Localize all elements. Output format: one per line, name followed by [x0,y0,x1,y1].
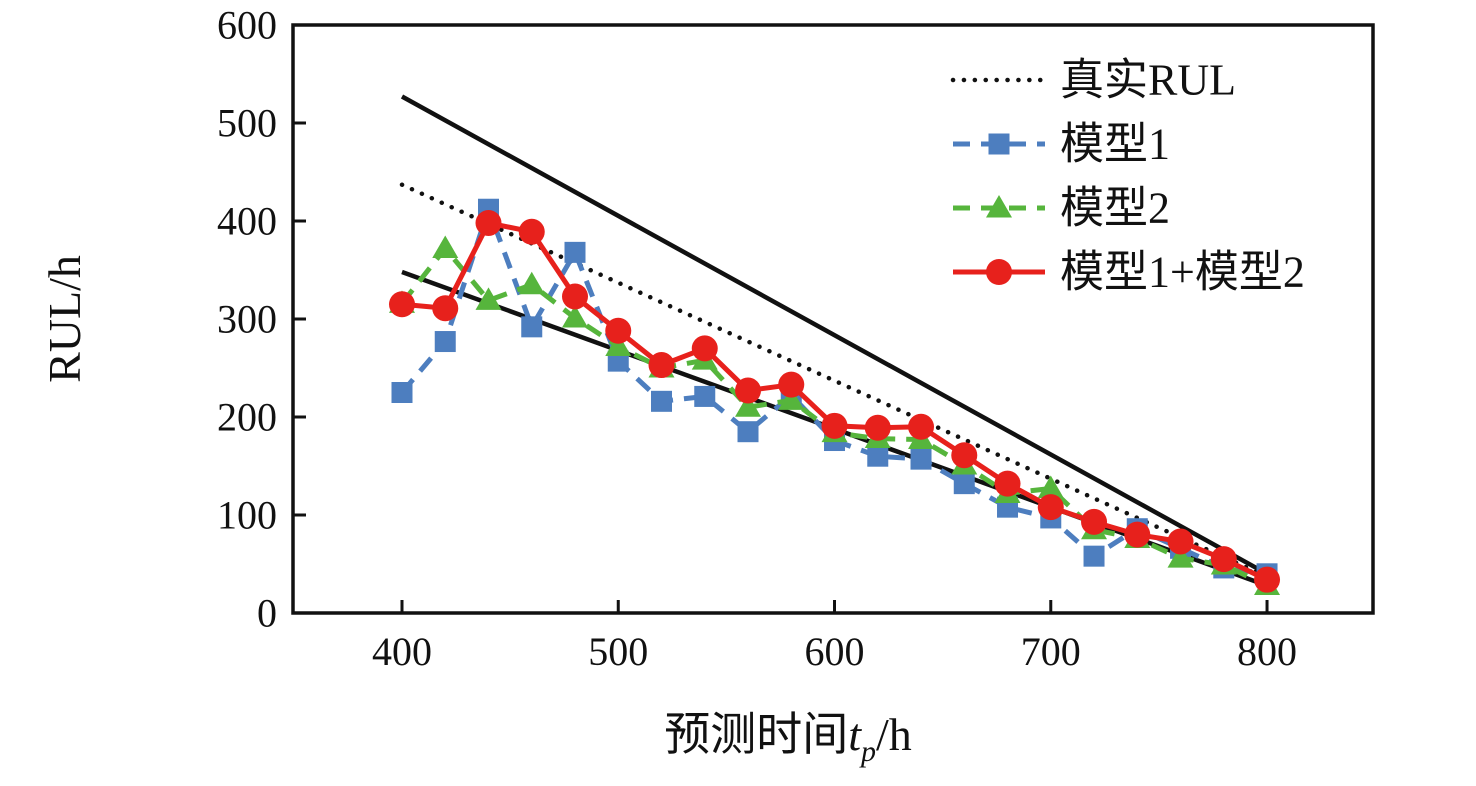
model1-plus-model2-series-marker [908,413,935,440]
model1-series-marker [910,448,932,470]
model1-series-marker [434,331,456,353]
legend-item-true-rul-line: 真实RUL [950,56,1236,105]
model1-series-marker [953,473,975,495]
x-tick-label: 400 [372,629,432,674]
model2-series-marker [735,394,762,417]
x-axis-title: 预测时间tp/h [664,709,912,768]
model1-plus-model2-series-marker [691,335,718,362]
model1-plus-model2-series-marker [562,283,589,310]
model1-series-line [400,201,1268,577]
x-tick-label: 800 [1237,629,1297,674]
legend-label: 模型1 [1060,120,1170,169]
model1-plus-model2-series-marker [475,209,502,236]
y-tick-label: 100 [217,493,277,538]
model1-plus-model2-series-marker [735,377,762,404]
model1-plus-model2-series-marker [1210,546,1237,573]
legend-label: 真实RUL [1060,56,1236,105]
model2-series-marker [562,305,589,328]
model1-plus-model2-series-marker [864,414,891,441]
y-tick-label: 200 [217,395,277,440]
model1-plus-model2-series-marker [1167,528,1194,555]
model1-series-marker [521,316,543,338]
model1-plus-model2-series-marker [994,470,1021,497]
x-tick-label: 700 [1021,629,1081,674]
x-tick-label: 600 [805,629,865,674]
model1-plus-model2-series-marker [388,291,415,318]
model1-plus-model2-series-marker [605,317,632,344]
y-axis-title: RUL/h [39,255,90,383]
model1-series-marker [1083,545,1105,567]
model1-series-marker [737,421,759,443]
model1-plus-model2-series-group [388,209,1281,593]
y-tick-label: 600 [217,3,277,48]
legend-sample-marker [986,259,1012,285]
model2-series-marker [1037,475,1064,499]
x-tick-label: 500 [588,629,648,674]
model2-series-marker [605,333,632,356]
model1-plus-model2-series-marker [1037,494,1064,521]
model1-series-marker [867,445,889,467]
legend-sample-marker [986,195,1012,218]
model1-plus-model2-series-marker [951,442,978,469]
model1-plus-model2-series-marker [778,371,805,398]
model2-series-marker [518,271,545,295]
y-tick-label: 300 [217,297,277,342]
legend-item-model1-plus-model2-series: 模型1+模型2 [953,248,1305,297]
model1-series-marker [564,241,586,263]
legend: 真实RUL 模型1 模型2 模型1+模型2 [950,56,1305,297]
legend-label: 模型2 [1060,184,1170,233]
model2-series-marker [432,235,459,258]
model2-series-marker [778,387,805,410]
model1-plus-model2-series-marker [648,352,675,379]
model1-series-marker [694,385,716,407]
model1-plus-model2-series-marker [518,218,545,245]
model2-series-marker [1167,545,1194,568]
model1-series-marker [391,382,413,403]
model1-plus-model2-series-marker [1081,508,1108,535]
y-tick-label: 500 [217,101,277,146]
y-tick-label: 400 [217,199,277,244]
legend-item-model2-series: 模型2 [953,184,1170,233]
model2-series-marker [475,287,502,310]
model1-plus-model2-series-marker [432,295,459,322]
legend-sample-marker [988,133,1010,155]
upper-bound-line-group [400,94,1269,576]
legend-item-model1-series: 模型1 [953,120,1170,169]
model1-plus-model2-series-marker [821,412,848,439]
y-tick-label: 0 [257,591,277,636]
model1-series-marker [651,390,673,412]
legend-label: 模型1+模型2 [1060,248,1305,297]
model1-plus-model2-series-marker [1254,566,1281,593]
model1-plus-model2-series-marker [1124,521,1151,548]
upper-bound-line-line [400,94,1269,576]
